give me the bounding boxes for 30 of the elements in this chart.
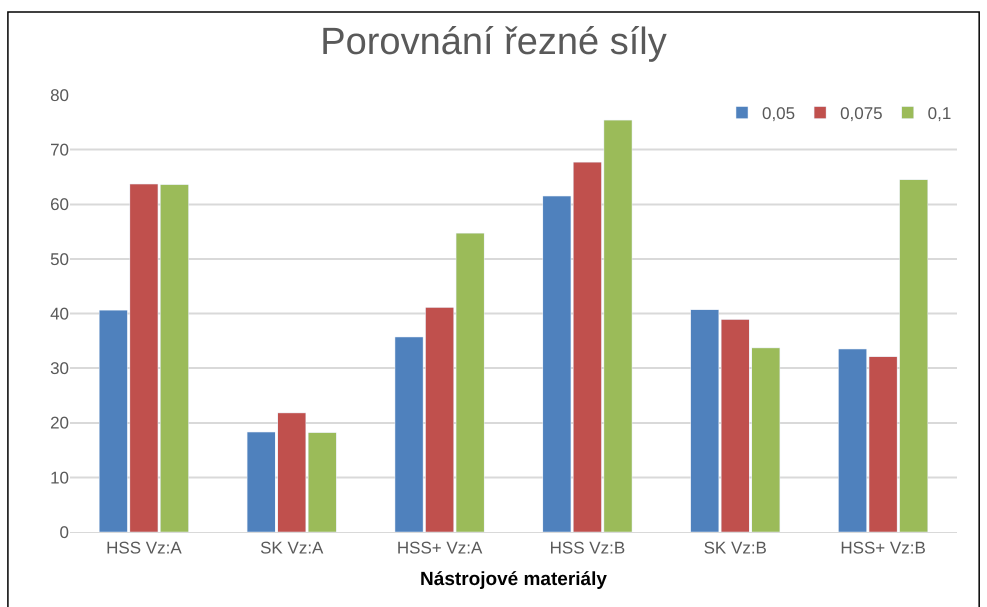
y-tick-label: 80 bbox=[50, 86, 69, 105]
bar bbox=[690, 309, 719, 532]
x-tick-label: SK Vz:A bbox=[260, 538, 324, 558]
legend-label: 0,05 bbox=[762, 104, 796, 124]
bar bbox=[720, 319, 750, 532]
y-tick-label: 10 bbox=[50, 468, 69, 488]
bar bbox=[99, 310, 128, 532]
x-tick-label: HSS Vz:A bbox=[106, 538, 182, 558]
x-tick-label: HSS+ Vz:A bbox=[396, 538, 483, 558]
x-axis-title: Nástrojové materiály bbox=[420, 569, 608, 590]
x-tick-label: HSS Vz:B bbox=[550, 538, 626, 558]
y-tick-label: 40 bbox=[50, 304, 69, 324]
y-tick-label: 0 bbox=[60, 522, 69, 542]
y-tick-label: 60 bbox=[50, 195, 69, 214]
legend-label: 0,1 bbox=[928, 104, 952, 124]
y-tick-label: 30 bbox=[50, 359, 69, 378]
bar bbox=[752, 348, 780, 532]
y-tick-label: 20 bbox=[50, 414, 69, 433]
x-tick-label: SK Vz:B bbox=[704, 538, 767, 558]
bar bbox=[277, 412, 306, 532]
bar bbox=[542, 196, 572, 532]
chart-title: Porovnání řezné síly bbox=[320, 20, 667, 63]
bar bbox=[246, 432, 276, 532]
x-tick-label: HSS+ Vz:B bbox=[840, 538, 926, 558]
bar bbox=[308, 432, 337, 532]
y-tick-label: 50 bbox=[50, 250, 69, 269]
bar bbox=[899, 179, 928, 532]
bar bbox=[456, 232, 484, 532]
y-tick-label: 70 bbox=[50, 140, 69, 160]
legend-label: 0,075 bbox=[840, 104, 883, 124]
